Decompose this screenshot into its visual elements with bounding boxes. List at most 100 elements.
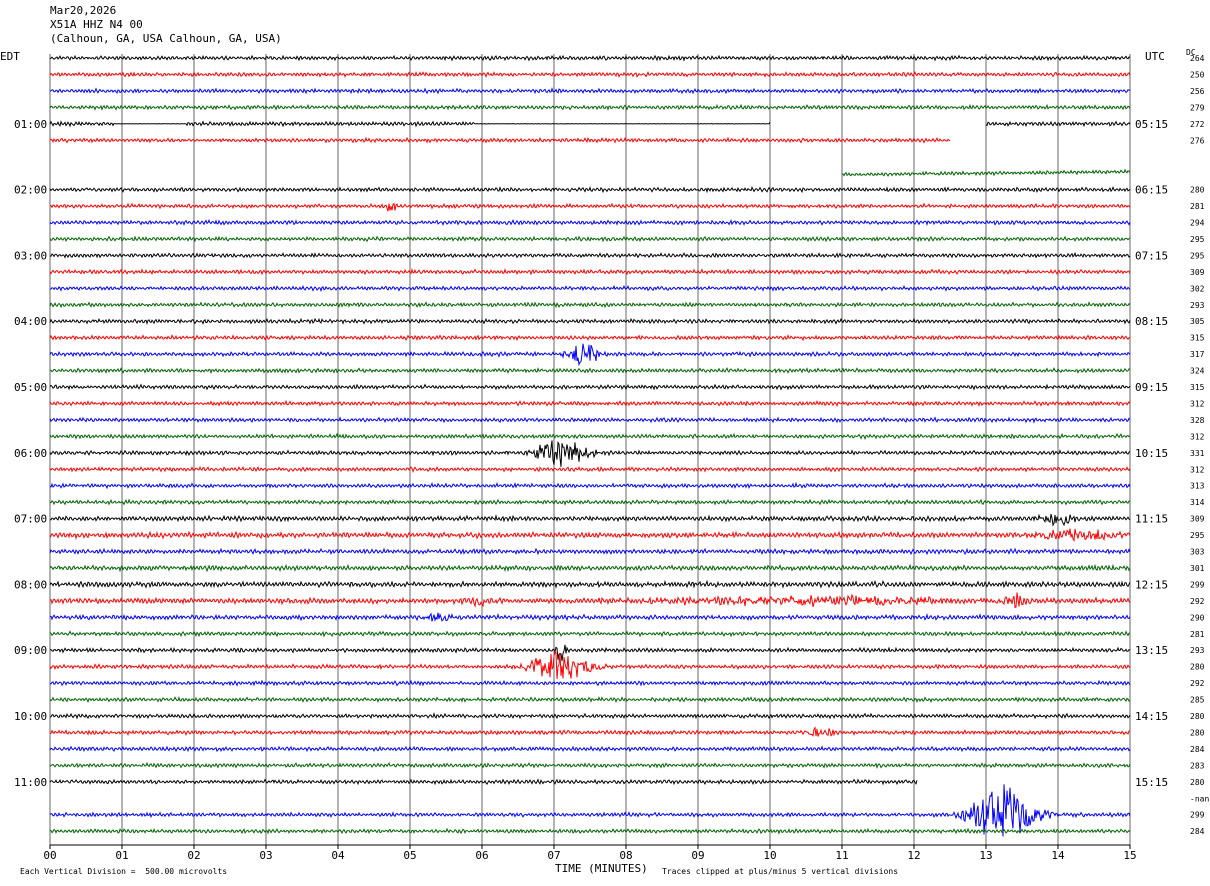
trace-line <box>49 70 1131 78</box>
left-hour-label: 08:00 <box>14 578 47 591</box>
trace-line <box>49 284 1131 293</box>
trace-line <box>49 696 1131 704</box>
left-hour-label: 05:00 <box>14 381 47 394</box>
dc-offset-label: 309 <box>1190 268 1205 277</box>
dc-offset-label: 293 <box>1190 646 1205 655</box>
trace-line <box>49 650 1131 679</box>
trace-line <box>49 440 1131 467</box>
x-tick-label: 12 <box>907 849 920 862</box>
trace-line <box>49 761 1131 769</box>
dc-offset-label: 309 <box>1190 515 1205 524</box>
dc-offset-label: 280 <box>1190 186 1205 195</box>
trace-line <box>49 745 1131 753</box>
trace-line <box>49 367 1131 375</box>
trace-line <box>49 54 1131 62</box>
dc-offset-label: -nan <box>1190 794 1209 803</box>
x-tick-label: 00 <box>43 849 56 862</box>
dc-offset-label: 281 <box>1190 630 1205 639</box>
trace-line <box>49 513 1131 527</box>
dc-offset-label: 299 <box>1190 811 1205 820</box>
dc-offset-label: 315 <box>1190 334 1205 343</box>
x-tick-label: 05 <box>403 849 416 862</box>
trace-line <box>841 168 1131 177</box>
trace-line <box>49 679 1131 687</box>
trace-line <box>49 87 1131 95</box>
right-hour-label: 14:15 <box>1135 710 1168 723</box>
trace-line <box>49 465 1131 473</box>
left-hour-label: 10:00 <box>14 710 47 723</box>
trace-line <box>49 481 1131 490</box>
x-tick-label: 08 <box>619 849 632 862</box>
x-tick-label: 11 <box>835 849 848 862</box>
scale-note: Each Vertical Division = 500.00 microvol… <box>20 867 228 876</box>
dc-offset-label: 312 <box>1190 465 1205 474</box>
dc-offset-label: 280 <box>1190 663 1205 672</box>
trace-line <box>49 334 1131 342</box>
dc-offset-label: 276 <box>1190 136 1205 145</box>
x-tick-label: 04 <box>331 849 345 862</box>
trace-line <box>49 432 1131 440</box>
dc-offset-label: 250 <box>1190 70 1205 79</box>
left-hour-label: 09:00 <box>14 644 47 657</box>
left-hour-label: 11:00 <box>14 776 47 789</box>
trace-line <box>49 712 1131 720</box>
x-axis-title: TIME (MINUTES) <box>555 862 648 875</box>
left-timezone-label: EDT <box>0 50 20 63</box>
trace-line <box>49 630 1131 638</box>
dc-offset-label: 264 <box>1190 54 1205 63</box>
x-tick-label: 01 <box>115 849 128 862</box>
dc-offset-label: 280 <box>1190 712 1205 721</box>
right-hour-label: 08:15 <box>1135 315 1168 328</box>
dc-offset-label: 313 <box>1190 482 1205 491</box>
trace-line <box>49 827 1131 835</box>
left-hour-label: 03:00 <box>14 249 47 262</box>
trace-line <box>49 120 1131 128</box>
chart-location: (Calhoun, GA, USA Calhoun, GA, USA) <box>50 32 282 45</box>
trace-line <box>49 317 1131 326</box>
dc-offset-label: 295 <box>1190 531 1205 540</box>
trace-line <box>49 383 1131 391</box>
trace-line <box>49 784 1131 837</box>
x-tick-label: 13 <box>979 849 992 862</box>
trace-line <box>49 563 1131 573</box>
dc-offset-label: 292 <box>1190 679 1205 688</box>
dc-offset-label: 290 <box>1190 613 1205 622</box>
x-tick-label: 02 <box>187 849 200 862</box>
trace-line <box>49 202 1131 212</box>
trace-line <box>49 416 1131 424</box>
trace-line <box>49 343 1131 367</box>
dc-offset-label: 314 <box>1190 498 1205 507</box>
dc-header-label: DC <box>1186 48 1196 57</box>
right-hour-label: 10:15 <box>1135 447 1168 460</box>
left-hour-label: 04:00 <box>14 315 47 328</box>
trace-line <box>50 726 1131 737</box>
dc-offset-label: 299 <box>1190 580 1205 589</box>
trace-line <box>49 103 1131 111</box>
x-tick-label: 10 <box>763 849 776 862</box>
trace-line <box>49 185 1131 194</box>
x-tick-label: 07 <box>547 849 560 862</box>
trace-line <box>49 219 1131 227</box>
left-hour-label: 07:00 <box>14 513 47 526</box>
trace-line <box>49 399 1131 408</box>
right-hour-label: 12:15 <box>1135 578 1168 591</box>
trace-line <box>49 498 1131 506</box>
dc-offset-label: 292 <box>1190 597 1205 606</box>
trace-line <box>49 547 1131 556</box>
dc-offset-label: 284 <box>1190 827 1205 836</box>
dc-offset-label: 324 <box>1190 367 1205 376</box>
dc-offset-label: 280 <box>1190 778 1205 787</box>
dc-offset-label: 315 <box>1190 383 1205 392</box>
right-hour-label: 11:15 <box>1135 513 1168 526</box>
right-hour-label: 15:15 <box>1135 776 1168 789</box>
dc-offset-label: 303 <box>1190 548 1205 557</box>
right-hour-label: 13:15 <box>1135 644 1168 657</box>
dc-offset-label: 283 <box>1190 761 1205 770</box>
x-tick-label: 06 <box>475 849 488 862</box>
trace-line <box>49 644 1131 662</box>
trace-line <box>49 579 1131 589</box>
dc-offset-label: 317 <box>1190 350 1205 359</box>
right-timezone-label: UTC <box>1145 50 1165 63</box>
trace-line <box>49 136 951 144</box>
